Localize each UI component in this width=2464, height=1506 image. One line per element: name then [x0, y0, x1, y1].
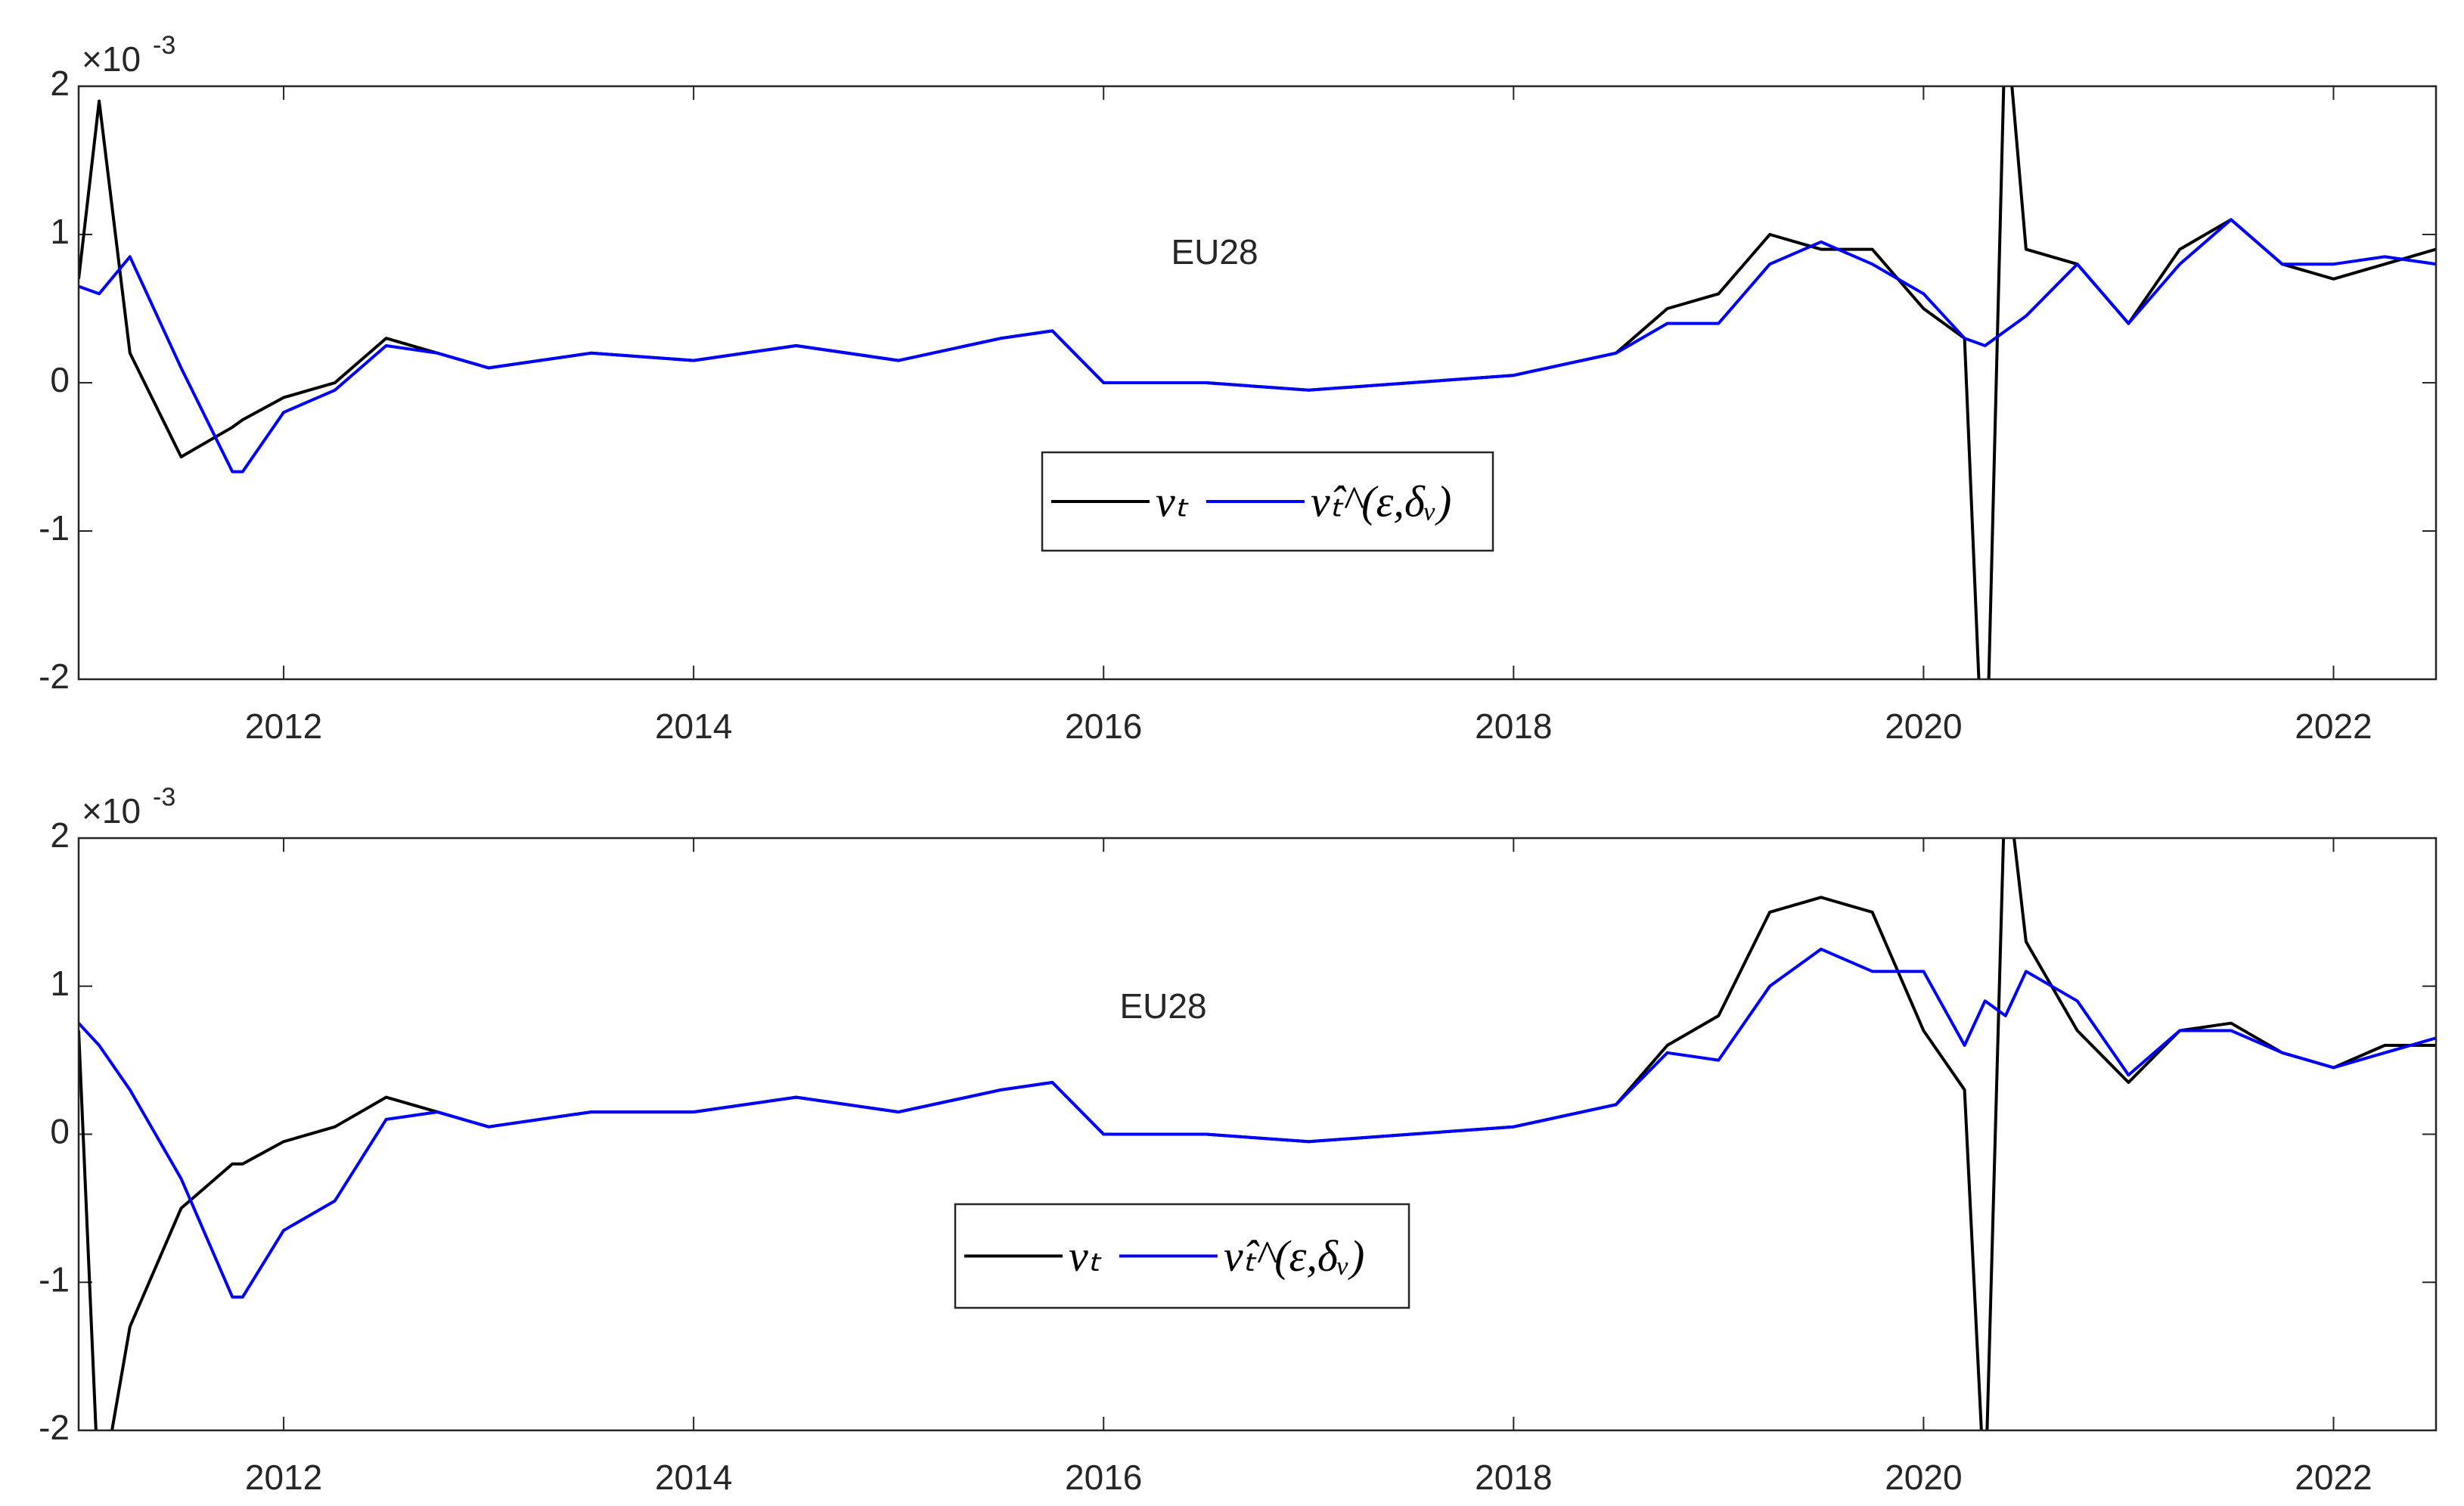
x-tick-label: 2022: [2295, 1458, 2372, 1497]
y-tick-label: 2: [50, 815, 70, 855]
x-tick-label: 2016: [1065, 1458, 1142, 1497]
y-tick-label: -2: [39, 1408, 70, 1447]
x-tick-label: 2012: [245, 706, 322, 746]
legend-label: ν̂ₜ^(ε,δᵥ): [1311, 477, 1452, 526]
series-line: [79, 838, 2436, 1430]
y-tick-label: -2: [39, 657, 70, 696]
x-tick-label: 2018: [1475, 1458, 1552, 1497]
series-line: [79, 86, 2436, 679]
legend-label: νₜ: [1156, 477, 1189, 526]
x-tick-label: 2018: [1475, 706, 1552, 746]
y-tick-label: 1: [50, 964, 70, 1003]
annotation: EU28: [1119, 986, 1206, 1026]
series-line: [79, 218, 2436, 474]
y-tick-label: 0: [50, 1112, 70, 1151]
y-tick-label: -1: [39, 1259, 70, 1299]
x-tick-label: 2014: [655, 706, 732, 746]
y-tick-label: 2: [50, 64, 70, 103]
x-tick-label: 2012: [245, 1458, 322, 1497]
axes-box: [77, 85, 2438, 681]
annotation: EU28: [1171, 232, 1258, 272]
y-tick-label: 0: [50, 360, 70, 399]
plot-area: [79, 838, 2436, 1430]
y-tick-label: 1: [50, 212, 70, 251]
x-tick-label: 2014: [655, 1458, 732, 1497]
x-tick-label: 2016: [1065, 706, 1142, 746]
y-scale-label: ×10: [82, 791, 141, 831]
legend-label: ν̂ₜ^(ε,δᵥ): [1224, 1231, 1365, 1281]
plot-area: [79, 86, 2436, 679]
axes-box: [77, 837, 2438, 1432]
y-scale-label: ×10: [82, 39, 141, 79]
x-tick-label: 2022: [2295, 706, 2372, 746]
y-tick-label: -1: [39, 508, 70, 548]
x-tick-label: 2020: [1885, 1458, 1962, 1497]
legend-label: νₜ: [1069, 1231, 1102, 1281]
y-scale-exponent: -3: [153, 783, 175, 812]
x-tick-label: 2020: [1885, 706, 1962, 746]
y-scale-exponent: -3: [153, 31, 175, 60]
series-line: [79, 947, 2436, 1299]
